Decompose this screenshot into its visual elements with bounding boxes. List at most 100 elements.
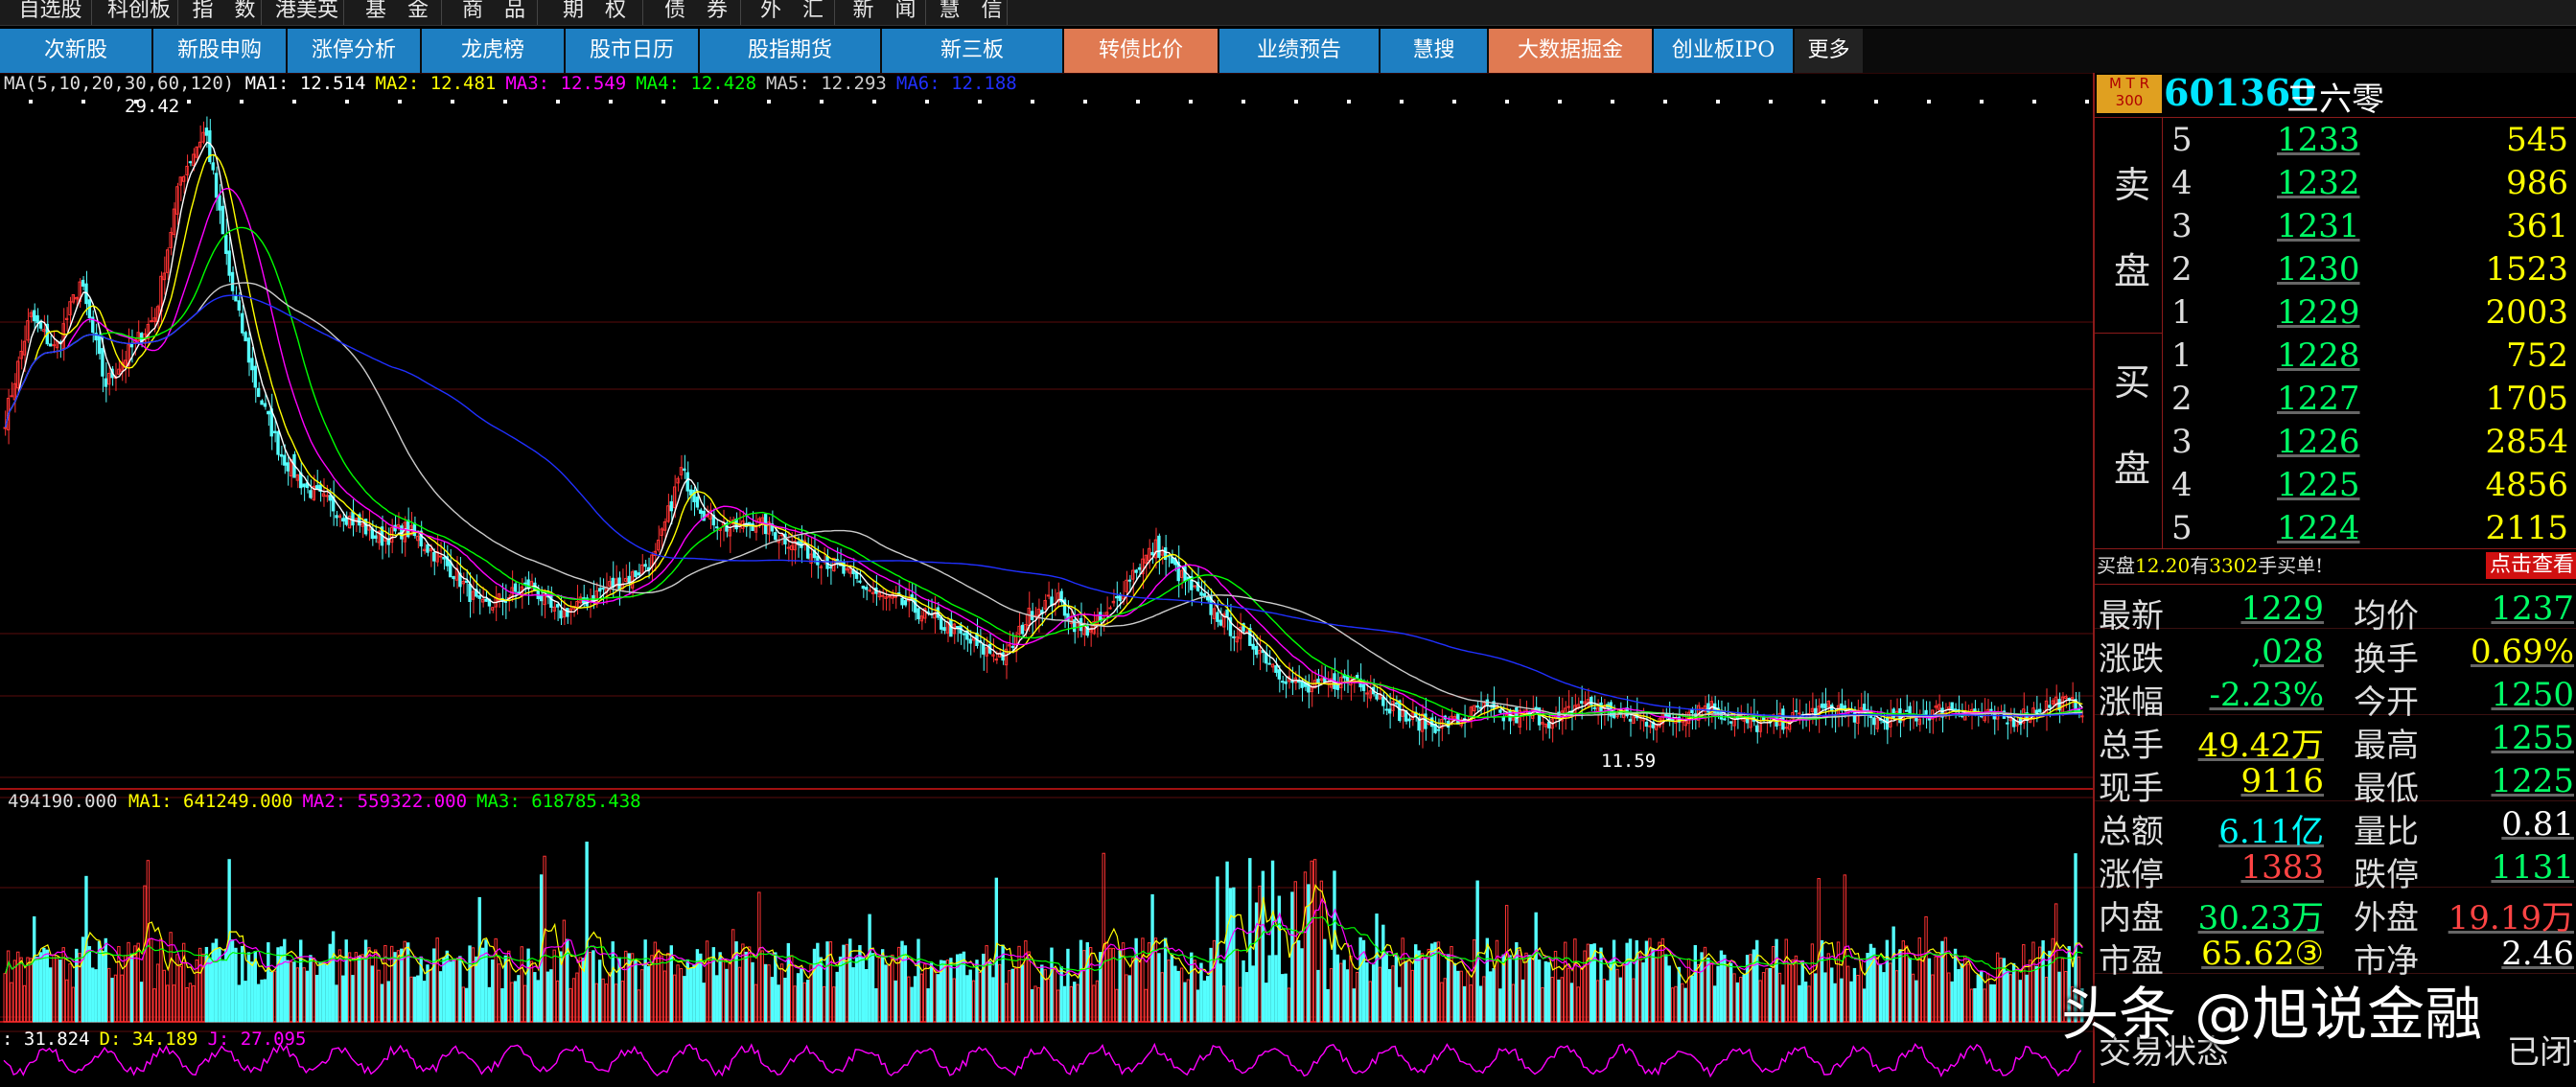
volume-bar: [312, 958, 315, 1023]
nav-tab[interactable]: 次新股: [0, 29, 151, 73]
volume-bar: [760, 950, 764, 1023]
stat-row: 涨幅 -2.23% 今开 1250: [2095, 672, 2576, 722]
volume-bar: [1160, 972, 1164, 1023]
legend-item: MA2: 12.481: [375, 73, 497, 94]
volume-bar: [1195, 989, 1200, 1023]
volume-bar: [1564, 941, 1567, 1023]
volume-bar: [1940, 940, 1944, 1023]
candle-body: [1648, 725, 1652, 728]
tick-marker: [1242, 100, 1245, 104]
top-menu-item[interactable]: 新 闻: [844, 0, 926, 25]
stat-value: -2.23%: [2209, 676, 2325, 714]
volume-bar: [1371, 964, 1376, 1023]
volume-bar: [1845, 965, 1850, 1023]
candle-body: [19, 350, 23, 359]
candle-body: [1515, 706, 1519, 724]
candle-body: [1020, 624, 1025, 635]
k-line-chart-area[interactable]: MA(5,10,20,30,60,120) MA1: 12.514 MA2: 12…: [0, 72, 2093, 1083]
volume-bar: [725, 968, 729, 1023]
view-details-button[interactable]: 点击查看: [2485, 552, 2576, 579]
volume-bar: [845, 943, 849, 1023]
candlestick-chart[interactable]: [0, 72, 2093, 1083]
nav-tab[interactable]: 转债比价: [1064, 29, 1218, 73]
volume-bar: [2022, 944, 2026, 1023]
nav-tab[interactable]: 涨停分析: [288, 29, 420, 73]
volume-bar: [1628, 938, 1633, 1023]
volume-bar: [913, 976, 917, 1023]
volume-bar: [812, 948, 817, 1023]
volume-bar: [204, 946, 209, 1023]
top-menu-item[interactable]: 商 品: [451, 0, 538, 25]
top-menu-item[interactable]: 港美英: [270, 0, 344, 25]
candle-body: [312, 485, 315, 500]
nav-tab[interactable]: 慧搜: [1381, 29, 1487, 73]
volume-bar: [1755, 939, 1759, 1023]
candle-body: [491, 607, 495, 611]
candle-body: [828, 567, 833, 569]
nav-tab[interactable]: 龙虎榜: [422, 29, 564, 73]
volume: 752: [2506, 336, 2568, 375]
candle-body: [1356, 675, 1359, 679]
nav-tab[interactable]: 创业板IPO: [1654, 29, 1793, 73]
volume-bar: [169, 932, 173, 1023]
candle-body: [16, 360, 20, 389]
nav-tab[interactable]: 业绩预告: [1219, 29, 1379, 73]
volume-bar: [1681, 983, 1684, 1023]
volume-bar: [653, 941, 658, 1023]
volume-bar: [22, 984, 27, 1023]
volume-bar: [1590, 943, 1593, 1023]
volume-bar: [38, 952, 43, 1023]
volume-bar: [75, 948, 79, 1023]
nav-tab[interactable]: 新股申购: [153, 29, 286, 73]
candle-body: [52, 344, 56, 347]
candle-body: [1940, 707, 1944, 718]
top-menu-item[interactable]: 期 权: [546, 0, 643, 25]
candle-body: [1059, 590, 1063, 603]
candle-body: [1456, 713, 1460, 725]
top-menu-item[interactable]: 外 汇: [750, 0, 835, 25]
volume-bar: [1079, 939, 1083, 1023]
volume-bar: [197, 947, 202, 1023]
stat-row: 现手 9116 最低 1225: [2095, 758, 2576, 808]
volume-bar: [1667, 965, 1671, 1023]
candle-body: [614, 578, 618, 587]
level: 1: [2171, 293, 2193, 332]
volume-bar: [1674, 985, 1678, 1023]
volume-bar: [152, 988, 156, 1023]
nav-tab[interactable]: 新三板: [882, 29, 1062, 73]
candle-body: [1141, 558, 1145, 575]
volume-bar: [744, 951, 748, 1023]
quote-panel: M T R 300 601360 三六零 卖 盘 买 盘 5 1233 545 4 12…: [2093, 71, 2576, 1083]
volume-bar: [1814, 973, 1818, 1023]
candle-body: [1163, 547, 1168, 561]
volume-bar: [702, 983, 706, 1023]
top-menu-item[interactable]: 债 券: [652, 0, 741, 25]
volume-bar: [1157, 953, 1161, 1023]
legend-item: MA3: 618785.438: [476, 791, 641, 812]
volume-bar: [452, 960, 455, 1023]
price: 1232: [2277, 164, 2360, 202]
top-menu-item[interactable]: 慧 信: [935, 0, 1008, 25]
nav-tab[interactable]: 大数据掘金: [1489, 29, 1652, 73]
volume-bar: [1417, 950, 1421, 1023]
volume-bar: [406, 942, 410, 1023]
top-menu-item[interactable]: 指 数: [187, 0, 262, 25]
volume-bar: [1891, 926, 1895, 1023]
nav-tab[interactable]: 股指期货: [700, 29, 880, 73]
volume-bar: [1401, 937, 1404, 1023]
candle-body: [1644, 721, 1649, 728]
candle-body: [461, 580, 465, 585]
nav-tab[interactable]: 股市日历: [566, 29, 698, 73]
volume-bar: [1452, 962, 1457, 1023]
top-menu-item[interactable]: 自选股: [10, 0, 92, 25]
volume-bar: [1803, 981, 1808, 1023]
volume-bar: [325, 964, 329, 1023]
volume-bar: [851, 967, 855, 1023]
top-menu-item[interactable]: 科创板: [101, 0, 178, 25]
top-menu-item[interactable]: 基 金: [353, 0, 442, 25]
volume-bar: [1664, 954, 1668, 1023]
volume-bar: [464, 987, 469, 1023]
nav-tab[interactable]: 更多: [1795, 29, 1863, 73]
stat-label: 涨跌: [2099, 640, 2164, 679]
volume-bar: [1381, 924, 1385, 1023]
